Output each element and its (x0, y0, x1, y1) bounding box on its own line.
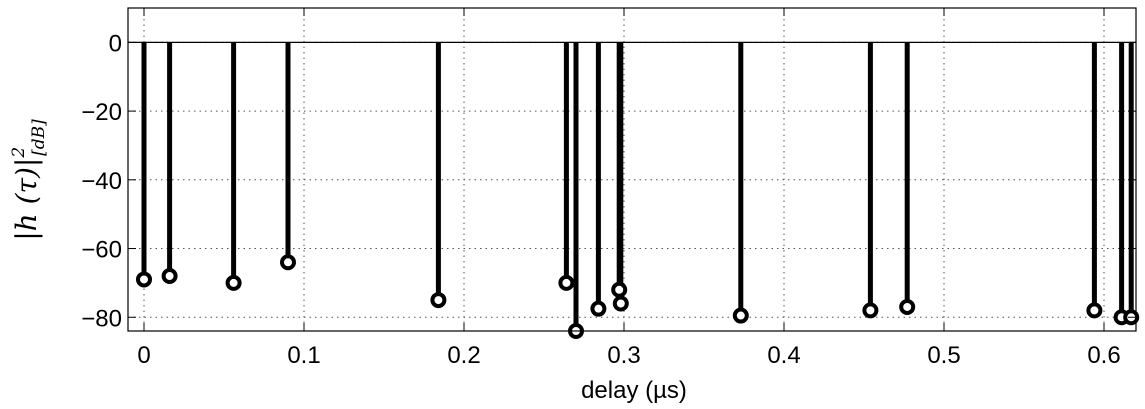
x-axis-title: delay (µs) (581, 377, 687, 404)
y-tick-label: 0 (109, 30, 122, 57)
x-tick-label: 0.1 (287, 342, 320, 369)
grid-lines (128, 8, 1136, 331)
stem-marker (732, 307, 749, 324)
x-tick-labels: 0 0.1 0.2 0.3 0.4 0.5 0.6 (137, 342, 1120, 369)
stem-marker (161, 268, 178, 285)
y-tick-label: −60 (81, 237, 122, 264)
stem-marker (225, 274, 242, 291)
x-tick-label: 0 (137, 342, 150, 369)
stems (141, 42, 1134, 331)
stem-marker (558, 274, 575, 291)
y-axis-title-subscript: [dB] (29, 119, 49, 156)
x-tick-label: 0.4 (767, 342, 800, 369)
y-axis-title-main: |h (τ)| (10, 158, 43, 241)
stem-marker (899, 298, 916, 315)
y-tick-label: −20 (81, 99, 122, 126)
y-axis-title: |h (τ)|2[dB] (9, 119, 49, 241)
x-tick-label: 0.5 (927, 342, 960, 369)
stem-marker (612, 295, 629, 312)
x-tick-label: 0.2 (447, 342, 480, 369)
y-tick-label: −40 (81, 168, 122, 195)
x-tick-label: 0.6 (1087, 342, 1120, 369)
axis-ticks (128, 8, 1136, 331)
y-tick-labels: 0 −20 −40 −60 −80 (81, 30, 122, 332)
plot-frame (127, 7, 1137, 332)
stem-marker (1086, 302, 1103, 319)
stem-marker (862, 302, 879, 319)
y-axis-title-superscript: 2 (9, 147, 29, 159)
markers (136, 254, 1140, 339)
stem-marker (280, 254, 296, 271)
x-tick-label: 0.3 (607, 342, 640, 369)
stem-marker (590, 300, 607, 317)
y-tick-label: −80 (81, 305, 122, 332)
stem-marker (611, 281, 628, 298)
svg-text:|h (τ)|2[dB]: |h (τ)|2[dB] (9, 119, 49, 241)
stem-marker (430, 292, 447, 309)
stem-marker (136, 271, 152, 288)
